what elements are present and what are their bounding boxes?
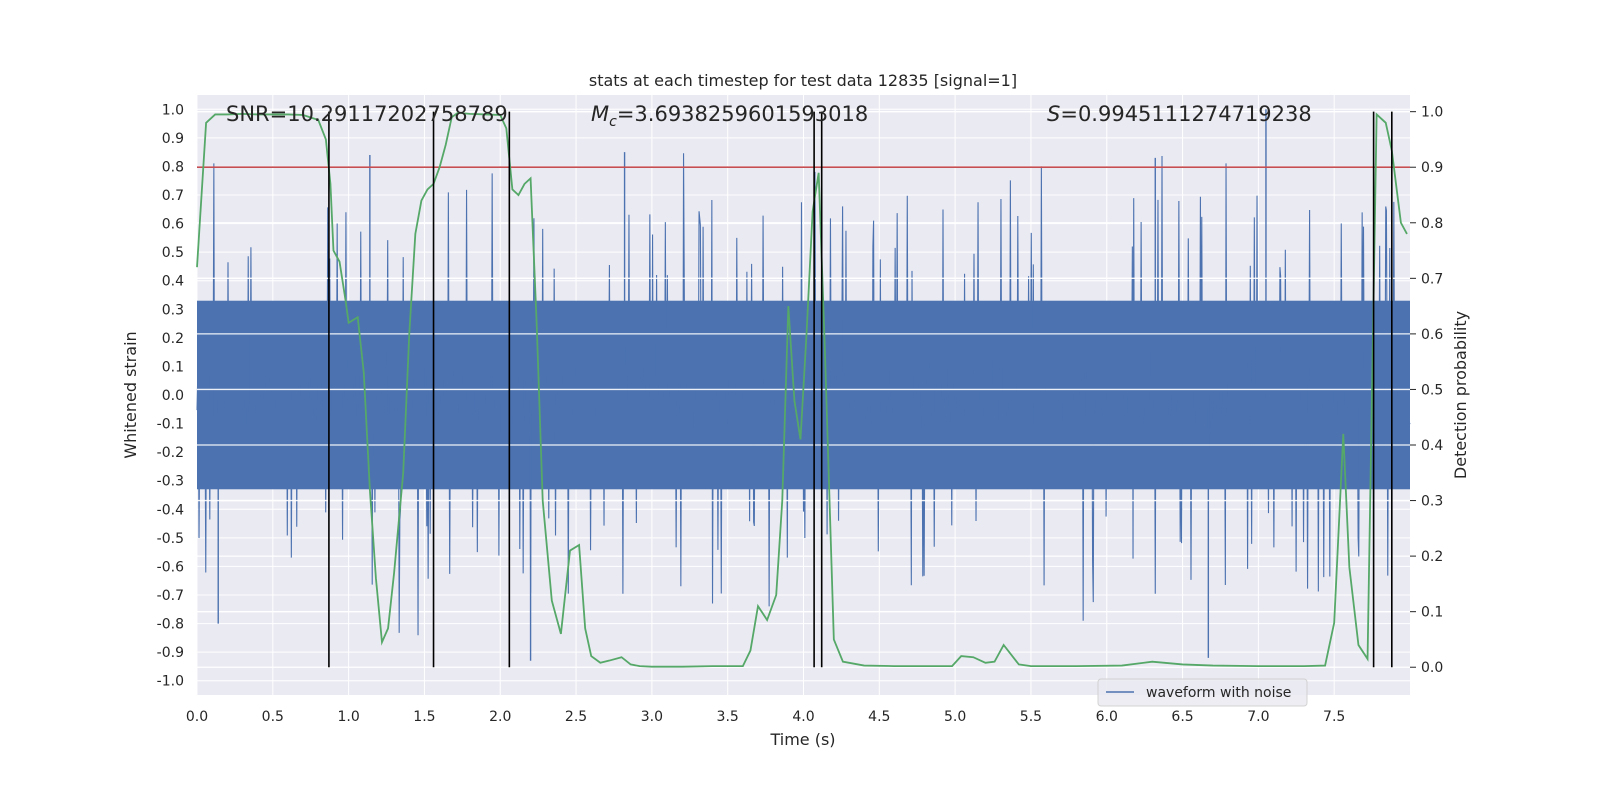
y-right-tick-label: 0.4 — [1421, 438, 1443, 454]
x-tick-label: 7.5 — [1323, 709, 1345, 725]
y-left-tick-label: -0.5 — [157, 531, 184, 547]
x-tick-label: 1.5 — [413, 709, 435, 725]
event-markers — [328, 111, 1393, 668]
y-left-tick-label: 0.2 — [162, 331, 184, 347]
y-left-tick-label: -0.6 — [157, 559, 184, 575]
snr-annotation: SNR=10.29117202758789 — [226, 102, 508, 126]
mc-subscript: c — [609, 114, 617, 130]
y-left-tick-label: 0.0 — [162, 388, 184, 404]
y-left-tick-label: -0.1 — [157, 417, 184, 433]
legend-label: waveform with noise — [1146, 685, 1291, 701]
x-tick-label: 5.5 — [1020, 709, 1042, 725]
x-tick-label: 0.5 — [262, 709, 284, 725]
y-left-tick-label: 0.1 — [162, 359, 184, 375]
x-tick-label: 7.0 — [1247, 709, 1269, 725]
x-tick-label: 4.5 — [868, 709, 890, 725]
y-axis-left-ticks: 1.0 0.9 0.8 0.7 0.6 0.5 0.4 0.3 0.2 0.1 0.0 -0.1 -0.… — [157, 102, 184, 689]
x-tick-label: 3.0 — [641, 709, 663, 725]
x-axis-label: Time (s) — [769, 730, 835, 749]
chart-title: stats at each timestep for test data 128… — [589, 71, 1017, 90]
y-left-tick-label: -0.2 — [157, 445, 184, 461]
y-left-tick-label: -1.0 — [157, 674, 184, 690]
y-left-tick-label: 0.9 — [162, 131, 184, 147]
legend: waveform with noise — [1097, 678, 1308, 707]
y-left-tick-label: 0.5 — [162, 245, 184, 261]
x-tick-label: 1.0 — [337, 709, 359, 725]
mc-annotation: Mc=3.6938259601593018 — [591, 102, 868, 130]
probability-line — [196, 111, 1408, 668]
y-left-tick-label: 0.7 — [162, 188, 184, 204]
x-tick-label: 6.0 — [1096, 709, 1118, 725]
y-left-tick-label: 0.8 — [162, 159, 184, 175]
y-right-tick-label: 0.8 — [1421, 216, 1443, 232]
s-value: =0.9945111274719238 — [1060, 102, 1311, 126]
x-tick-label: 0.0 — [186, 709, 208, 725]
y-left-tick-label: 0.6 — [162, 217, 184, 233]
x-tick-label: 6.5 — [1171, 709, 1193, 725]
y-left-tick-label: 1.0 — [162, 102, 184, 118]
s-annotation: S=0.9945111274719238 — [1047, 102, 1312, 126]
x-tick-label: 2.5 — [565, 709, 587, 725]
x-tick-label: 4.0 — [792, 709, 814, 725]
y-right-tick-label: 0.2 — [1421, 549, 1443, 565]
mc-symbol: M — [591, 102, 609, 126]
y-right-tick-label: 0.6 — [1421, 327, 1443, 343]
x-tick-label: 3.5 — [717, 709, 739, 725]
y-right-tick-label: 0.1 — [1421, 605, 1443, 621]
y-axis-right-label: Detection probability — [1451, 311, 1470, 479]
y-left-tick-label: 0.4 — [162, 274, 184, 290]
s-symbol: S — [1047, 102, 1060, 126]
y-right-tick-label: 0.7 — [1421, 271, 1443, 287]
x-axis-ticks: 0.0 0.5 1.0 1.5 2.0 2.5 3.0 3.5 4.0 4.5 5.0 5.5 6.0 6… — [186, 709, 1345, 725]
mc-value: =3.6938259601593018 — [617, 102, 868, 126]
legend-box — [1097, 678, 1308, 707]
y-left-tick-label: 0.3 — [162, 302, 184, 318]
probability-series — [196, 111, 1408, 668]
y-right-tick-label: 0.0 — [1421, 660, 1443, 676]
y-right-tick-label: 1.0 — [1421, 105, 1443, 121]
y-right-tick-label: 0.5 — [1421, 382, 1443, 398]
y-right-tick-label: 0.9 — [1421, 160, 1443, 176]
y-left-tick-label: -0.3 — [157, 474, 184, 490]
y-axis-left-label: Whitened strain — [121, 331, 140, 458]
y-right-tick-label: 0.3 — [1421, 494, 1443, 510]
y-left-tick-label: -0.9 — [157, 645, 184, 661]
x-tick-label: 2.0 — [489, 709, 511, 725]
y-left-tick-label: -0.4 — [157, 502, 184, 518]
y-left-tick-label: -0.8 — [157, 617, 184, 633]
y-axis-right-ticks: 1.0 0.9 0.8 0.7 0.6 0.5 0.4 0.3 0.2 0.1 0.0 — [1410, 105, 1443, 676]
y-left-tick-label: -0.7 — [157, 588, 184, 604]
x-tick-label: 5.0 — [944, 709, 966, 725]
